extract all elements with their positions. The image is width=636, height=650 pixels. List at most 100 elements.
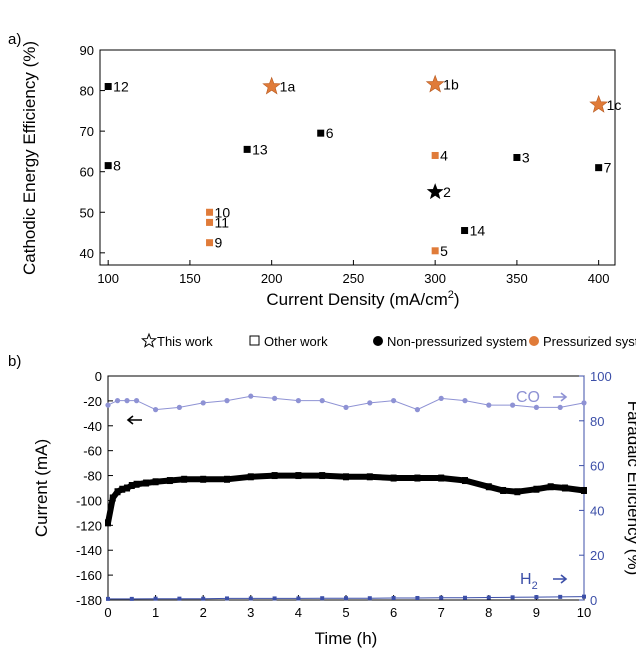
co-series-point [533, 404, 540, 410]
h2-series-point [129, 596, 134, 601]
data-point-square [317, 129, 325, 137]
y-tick-label: 80 [80, 84, 94, 99]
panel-a-label: a) [8, 31, 21, 48]
y-left-tick-label: -60 [83, 444, 102, 459]
x-tick-label: 250 [343, 271, 365, 286]
legend-non-pressurized-marker [373, 336, 383, 346]
data-point-label: 12 [113, 79, 129, 95]
co-series-point [272, 395, 278, 401]
current-series-point [119, 485, 126, 493]
x-tick-label: 100 [97, 271, 119, 286]
co-series-point [295, 398, 301, 404]
data-point-square [243, 145, 251, 153]
h2-series-point [582, 594, 586, 599]
y-left-tick-label: -160 [76, 568, 102, 583]
x-tick-label: 5 [342, 605, 349, 620]
current-arrow-icon [126, 415, 142, 425]
h2-series-point [153, 596, 158, 601]
x-tick-label: 300 [424, 271, 446, 286]
current-series-point [319, 472, 326, 480]
current-series-point [533, 485, 540, 493]
co-series-point [105, 402, 111, 408]
data-point-label: 14 [470, 223, 486, 239]
y-left-tick-label: -20 [83, 394, 102, 409]
co-series-point [581, 400, 587, 406]
co-series-point [248, 393, 254, 399]
data-point-label: 2 [443, 184, 451, 200]
h2-series-point [320, 596, 325, 601]
h2-series-point [510, 595, 515, 600]
x-tick-label: 200 [261, 271, 283, 286]
panel-a: a) Cathodic Energy Efficiency (%) Curren… [8, 31, 621, 309]
y-left-tick-label: -120 [76, 518, 102, 533]
data-point-label: 1a [280, 79, 296, 95]
data-point-square [206, 239, 214, 247]
x-tick-label: 8 [485, 605, 492, 620]
current-series-point [485, 483, 492, 491]
current-series-point [390, 474, 397, 482]
co-arrow-icon [553, 392, 568, 402]
h2-series-point [225, 596, 229, 601]
current-series-point [414, 474, 421, 482]
co-series-point [438, 395, 444, 401]
current-series-point [547, 483, 554, 491]
y-tick-label: 40 [80, 246, 94, 261]
panel-b-ylabel-right: Faradaic Efficiency (%) [624, 401, 636, 575]
y-left-tick-label: 0 [95, 369, 102, 384]
legend: This work Other work Non-pressurized sys… [141, 332, 636, 349]
data-point-square [104, 162, 112, 170]
co-series-point [414, 407, 420, 413]
data-point-square [595, 164, 603, 172]
y-tick-label: 50 [80, 205, 94, 220]
h2-series-point [391, 595, 396, 600]
co-series-label: CO [516, 389, 540, 406]
current-series-point [152, 478, 159, 486]
h2-series-point [272, 596, 277, 601]
current-series-line [105, 472, 585, 524]
current-series-point [133, 480, 140, 488]
current-series-point [109, 494, 116, 502]
h2-series-point [296, 596, 301, 601]
current-series-point [224, 475, 230, 483]
data-point-label: 7 [604, 160, 612, 176]
data-point-label: 9 [215, 235, 223, 251]
data-point-square [461, 227, 469, 235]
h2-series-point [177, 596, 182, 601]
data-point-label: 11 [215, 214, 230, 230]
h2-series-point [248, 596, 253, 601]
legend-other-work-label: Other work [264, 334, 328, 349]
co-series-point [343, 404, 349, 410]
h2-series-point [415, 595, 420, 600]
y-left-tick-label: -100 [76, 493, 102, 508]
x-tick-label: 350 [506, 271, 528, 286]
co-series-point [176, 404, 182, 410]
h2-series-point [486, 595, 491, 600]
h2-series-point [201, 596, 206, 601]
h2-series-point [367, 596, 372, 601]
current-series-point [581, 486, 587, 494]
legend-this-work-marker [141, 332, 157, 348]
h2-series-point [463, 595, 467, 600]
y-tick-label: 90 [80, 43, 94, 58]
x-tick-label: 0 [104, 605, 111, 620]
x-tick-label: 2 [200, 605, 207, 620]
co-series-point [133, 398, 140, 404]
y-left-tick-label: -80 [83, 469, 102, 484]
current-series-point [514, 488, 521, 496]
current-series-point [561, 484, 568, 492]
data-point-star [425, 74, 445, 93]
legend-other-work-marker [249, 335, 260, 346]
legend-non-pressurized-label: Non-pressurized system [387, 334, 527, 349]
data-point-label: 1b [443, 76, 459, 92]
data-point-label: 6 [326, 125, 334, 141]
x-tick-label: 10 [577, 605, 591, 620]
current-series-point [295, 472, 302, 480]
x-tick-label: 3 [247, 605, 254, 620]
data-point-star [262, 76, 282, 95]
co-series-point [462, 398, 468, 404]
panel-a-ylabel: Cathodic Energy Efficiency (%) [20, 41, 39, 275]
x-tick-label: 400 [588, 271, 610, 286]
h2-series-point [344, 596, 348, 601]
data-point-square [431, 151, 439, 159]
